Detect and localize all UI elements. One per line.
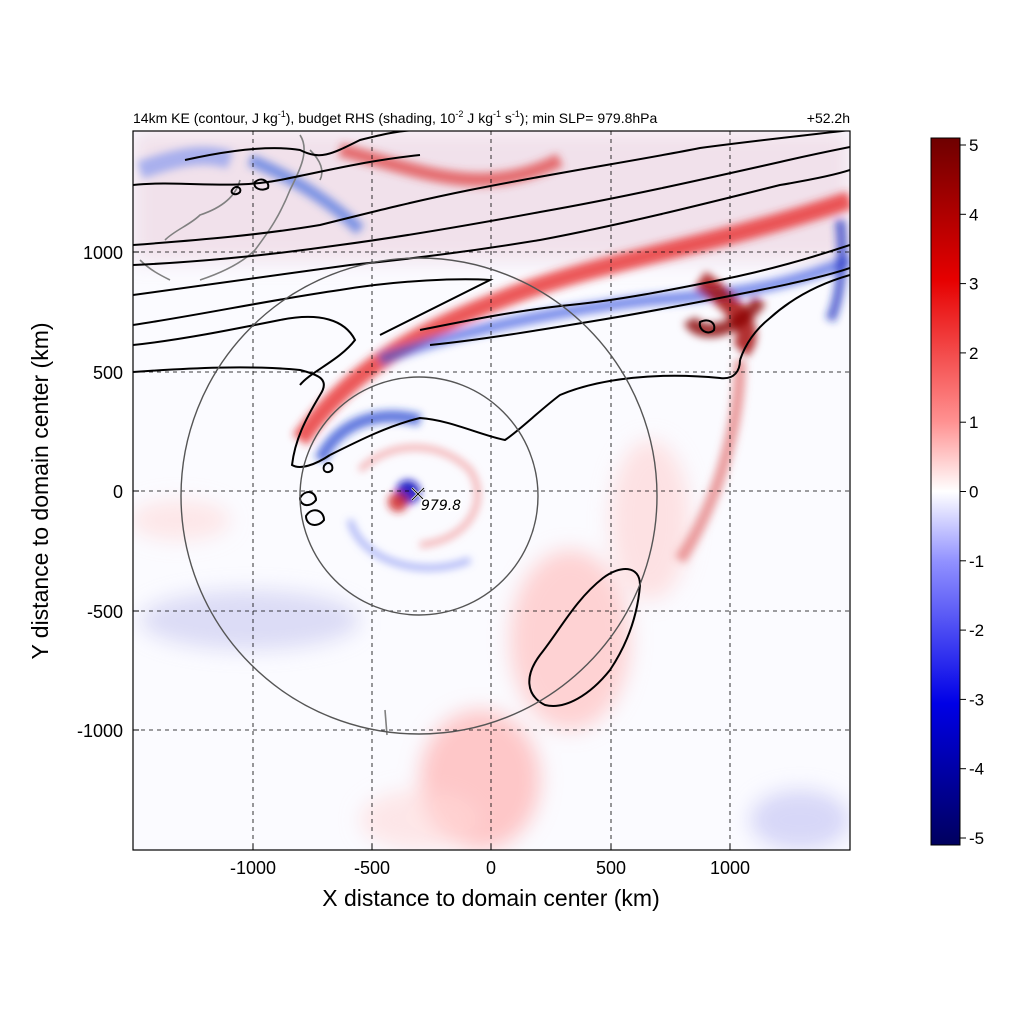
range-rings: [180, 257, 658, 735]
colorbar-bar: [930, 137, 961, 846]
x-tick-label: 0: [486, 858, 496, 878]
y-tick-label: 500: [93, 363, 123, 383]
coastline: [139, 134, 388, 736]
colorbar-tick-label: 1: [969, 413, 978, 432]
y-tick-labels: -1000 -500 0 500 1000: [77, 243, 123, 741]
range-ring-500km: [299, 376, 539, 616]
colorbar-tick-label: -1: [969, 552, 984, 571]
x-tick-label: -1000: [230, 858, 276, 878]
y-tick-label: 1000: [83, 243, 123, 263]
y-tick-label: -500: [87, 602, 123, 622]
y-tick-label: -1000: [77, 721, 123, 741]
x-tick-label: 1000: [710, 858, 750, 878]
colorbar-tick-label: 0: [969, 483, 978, 502]
budget-shading: [133, 131, 850, 850]
colorbar-ticks: 5 4 3 2 1 0 -1 -2 -3 -4 -5: [960, 136, 984, 848]
colorbar-tick-label: -3: [969, 690, 984, 709]
x-axis-label: X distance to domain center (km): [322, 885, 659, 911]
x-tick-label: -500: [354, 858, 390, 878]
colorbar-tick-label: 2: [969, 344, 978, 363]
storm-center-marker: 979.8: [411, 487, 463, 516]
plot-area: 979.8: [133, 131, 850, 850]
range-ring-1000km: [180, 257, 658, 735]
tick-marks: [133, 251, 731, 850]
x-tick-label: 500: [596, 858, 626, 878]
colorbar-tick-label: -2: [969, 621, 984, 640]
x-tick-labels: -1000 -500 0 500 1000: [230, 858, 750, 878]
y-tick-label: 0: [113, 482, 123, 502]
budget-bands: [137, 143, 850, 571]
plot-title: 14km KE (contour, J kg-1), budget RHS (s…: [133, 109, 657, 126]
colorbar-tick-label: -5: [969, 829, 984, 848]
min-slp-label: 979.8: [421, 498, 461, 514]
colorbar-tick-label: 3: [969, 275, 978, 294]
y-axis-label: Y distance to domain center (km): [27, 322, 53, 659]
colorbar-tick-label: -4: [969, 760, 984, 779]
colorbar-tick-label: 4: [969, 205, 978, 224]
forecast-time: +52.2h: [807, 110, 850, 126]
colorbar: 5 4 3 2 1 0 -1 -2 -3 -4 -5: [930, 136, 984, 848]
colorbar-tick-label: 5: [969, 136, 978, 155]
